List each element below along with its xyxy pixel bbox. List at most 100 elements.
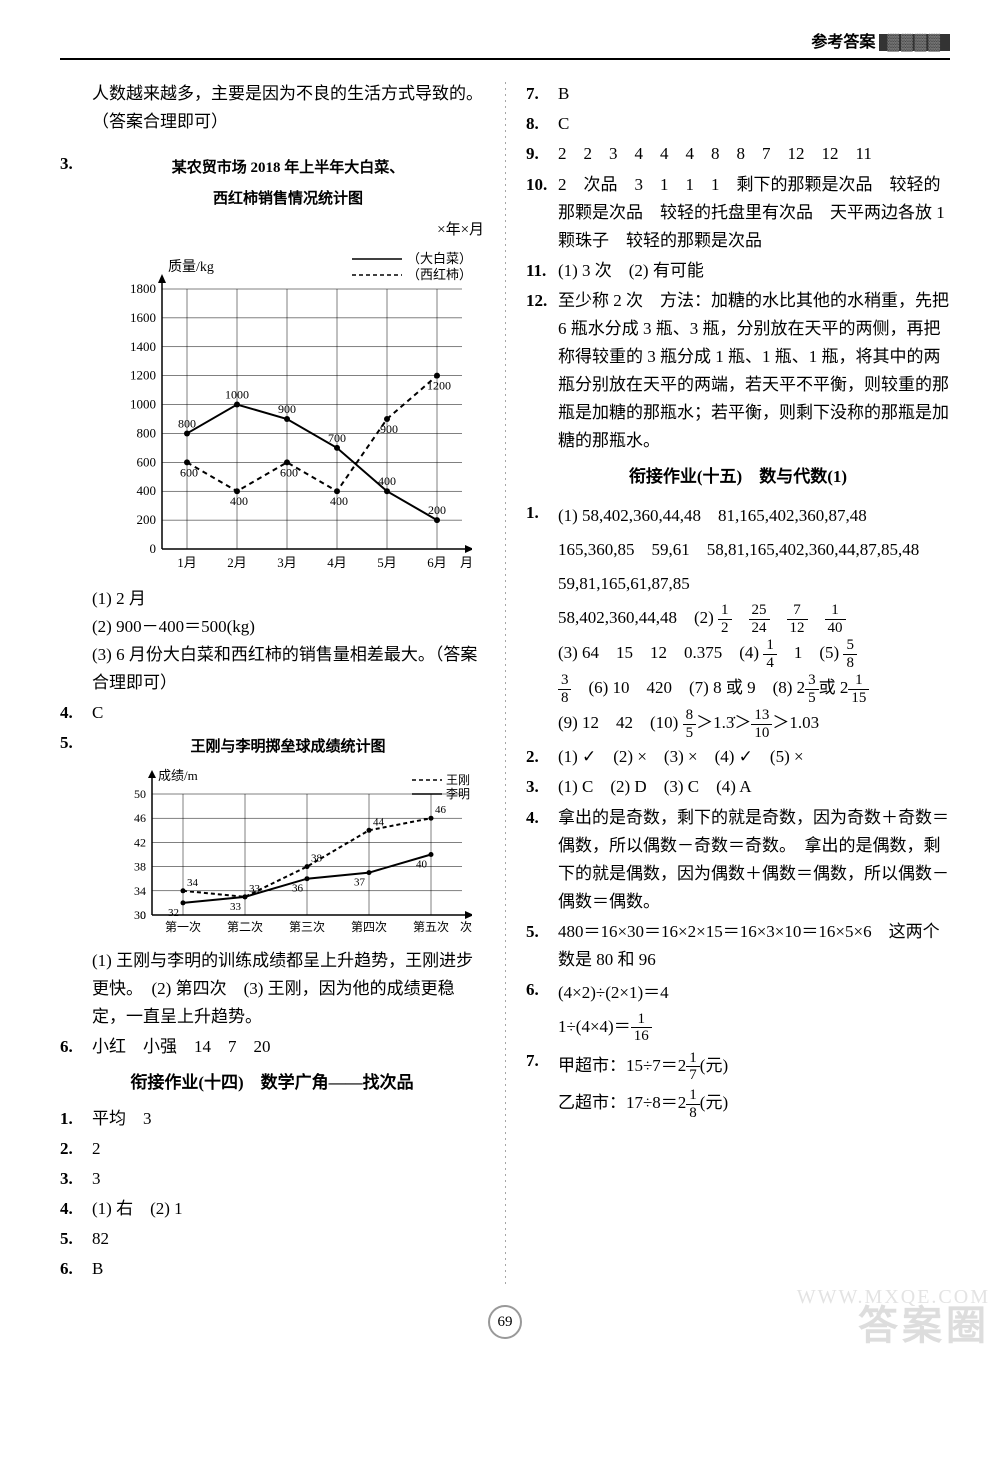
q4-ans: C xyxy=(92,699,484,727)
svg-text:400: 400 xyxy=(378,474,396,488)
s6-num: 6. xyxy=(60,1255,92,1283)
section-15-title: 衔接作业(十五) 数与代数(1) xyxy=(526,463,950,491)
svg-text:600: 600 xyxy=(280,465,298,479)
svg-text:44: 44 xyxy=(373,816,385,828)
q3-a3: (3) 6 月份大白菜和西红柿的销售量相差最大。（答案合理即可） xyxy=(92,641,484,697)
svg-text:1400: 1400 xyxy=(130,339,156,354)
s5-num: 5. xyxy=(60,1225,92,1253)
svg-text:700: 700 xyxy=(328,431,346,445)
svg-text:3月: 3月 xyxy=(277,555,297,570)
s4-num: 4. xyxy=(60,1195,92,1223)
svg-text:（大白菜）: （大白菜） xyxy=(407,251,472,266)
q3-date: ×年×月 xyxy=(92,218,484,243)
r2-ans: (1) ✓ (2) × (3) × (4) ✓ (5) × xyxy=(558,743,950,771)
r1-p4-mid: 1 (5) xyxy=(777,643,844,662)
r1-p3: (3) 64 15 12 0.375 (4) xyxy=(558,643,763,662)
s3-num: 3. xyxy=(60,1165,92,1193)
svg-text:李明: 李明 xyxy=(446,786,470,801)
svg-text:33: 33 xyxy=(230,901,242,913)
svg-text:1000: 1000 xyxy=(130,396,156,411)
intro-text: 人数越来越多，主要是因为不良的生活方式导致的。（答案合理即可） xyxy=(60,80,484,136)
s2-ans: 2 xyxy=(92,1135,484,1163)
page-header: 参考答案▓▓▓▓ xyxy=(60,30,950,60)
r6-body: (4×2)÷(2×1)＝4 1÷(4×4)＝116 xyxy=(558,976,950,1045)
svg-text:1200: 1200 xyxy=(427,378,451,392)
r6-l2-pre: 1÷(4×4)＝ xyxy=(558,1017,631,1036)
s4-ans: (1) 右 (2) 1 xyxy=(92,1195,484,1223)
header-label: 参考答案 xyxy=(811,34,875,51)
svg-text:第五次: 第五次 xyxy=(413,920,449,934)
svg-text:第二次: 第二次 xyxy=(227,920,263,934)
s1-ans: 平均 3 xyxy=(92,1105,484,1133)
svg-text:成绩/m: 成绩/m xyxy=(158,768,198,783)
svg-text:37: 37 xyxy=(354,876,366,888)
r3-ans: (1) C (2) D (3) C (4) A xyxy=(558,773,950,801)
svg-text:30: 30 xyxy=(134,908,146,922)
svg-text:6月: 6月 xyxy=(427,555,447,570)
s5-ans: 82 xyxy=(92,1225,484,1253)
svg-text:400: 400 xyxy=(330,494,348,508)
r1-p1: (1) 58,402,360,44,48 81,165,402,360,87,4… xyxy=(558,506,936,593)
right-column: 7.B 8.C 9.2 2 3 4 4 4 8 8 7 12 12 11 10.… xyxy=(526,80,950,1285)
header-decor: ▓▓▓▓ xyxy=(879,34,950,51)
r5-num: 5. xyxy=(526,918,558,974)
svg-text:王刚: 王刚 xyxy=(446,773,470,787)
q5-chart: 0303438424650第一次第二次第三次第四次第五次成绩/m次数王刚李明34… xyxy=(92,766,484,941)
q7-num: 7. xyxy=(526,80,558,108)
svg-text:第四次: 第四次 xyxy=(351,920,387,934)
r1-p9: (9) 12 42 (10) xyxy=(558,713,683,732)
svg-text:第三次: 第三次 xyxy=(289,920,325,934)
r6-num: 6. xyxy=(526,976,558,1045)
q4-num: 4. xyxy=(60,699,92,727)
s6-ans: B xyxy=(92,1255,484,1283)
q9-ans: 2 2 3 4 4 4 8 8 7 12 12 11 xyxy=(558,140,950,168)
svg-text:46: 46 xyxy=(134,811,146,825)
r3-num: 3. xyxy=(526,773,558,801)
svg-text:46: 46 xyxy=(435,804,447,816)
q11-ans: (1) 3 次 (2) 有可能 xyxy=(558,257,950,285)
svg-text:32: 32 xyxy=(168,907,179,919)
q3-title2: 西红柿销售情况统计图 xyxy=(92,187,484,212)
column-divider xyxy=(504,80,506,1285)
svg-text:次数: 次数 xyxy=(460,919,472,934)
svg-text:4月: 4月 xyxy=(327,555,347,570)
svg-text:800: 800 xyxy=(178,416,196,430)
svg-text:50: 50 xyxy=(134,787,146,801)
r7-body: 甲超市：15÷7＝217(元) 乙超市：17÷8＝218(元) xyxy=(558,1047,950,1122)
svg-text:38: 38 xyxy=(134,859,146,873)
svg-text:800: 800 xyxy=(137,425,157,440)
svg-text:1800: 1800 xyxy=(130,281,156,296)
watermark-large: 答案圈 xyxy=(858,1293,990,1359)
q9-num: 9. xyxy=(526,140,558,168)
r7-l1-suf: (元) xyxy=(700,1056,728,1075)
r4-num: 4. xyxy=(526,804,558,916)
svg-text:34: 34 xyxy=(134,884,146,898)
q5-ans: (1) 王刚与李明的训练成绩都呈上升趋势，王刚进步更快。 (2) 第四次 (3)… xyxy=(92,947,484,1031)
s3-ans: 3 xyxy=(92,1165,484,1193)
svg-text:第一次: 第一次 xyxy=(165,920,201,934)
r7-l1-pre: 甲超市：15÷7＝2 xyxy=(558,1056,686,1075)
svg-text:400: 400 xyxy=(137,483,157,498)
q5-title: 王刚与李明掷垒球成绩统计图 xyxy=(92,735,484,760)
s2-num: 2. xyxy=(60,1135,92,1163)
section-14-title: 衔接作业(十四) 数学广角——找次品 xyxy=(60,1069,484,1097)
q3-num: 3. xyxy=(60,150,92,696)
q3-a2: (2) 900－400＝500(kg) xyxy=(92,613,484,641)
svg-text:1600: 1600 xyxy=(130,310,156,325)
svg-text:月份: 月份 xyxy=(460,555,472,570)
r1-p10-mid: ＞1.3̇＞ xyxy=(696,713,751,732)
q12-num: 12. xyxy=(526,287,558,455)
r7-l2-suf: (元) xyxy=(700,1093,728,1112)
q11-num: 11. xyxy=(526,257,558,285)
svg-text:2月: 2月 xyxy=(227,555,247,570)
r1-p8-mid: 或 2 xyxy=(819,678,849,697)
q3-title1: 某农贸市场 2018 年上半年大白菜、 xyxy=(92,156,484,181)
q6-ans: 小红 小强 14 7 20 xyxy=(92,1033,484,1061)
left-column: 人数越来越多，主要是因为不良的生活方式导致的。（答案合理即可） 3. 某农贸市场… xyxy=(60,80,484,1285)
svg-text:400: 400 xyxy=(230,494,248,508)
svg-text:5月: 5月 xyxy=(377,555,397,570)
svg-text:质量/kg: 质量/kg xyxy=(168,259,214,275)
r5-ans: 480＝16×30＝16×2×15＝16×3×10＝16×5×6 这两个数是 8… xyxy=(558,918,950,974)
q3-a1: (1) 2 月 xyxy=(92,585,484,613)
r6-l1: (4×2)÷(2×1)＝4 xyxy=(558,983,669,1002)
